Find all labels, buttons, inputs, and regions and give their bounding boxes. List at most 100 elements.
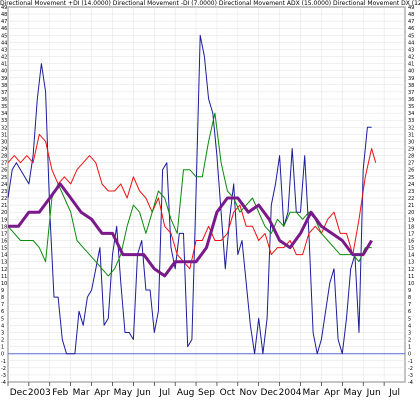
y-tick-label-right: 25 — [408, 175, 414, 181]
y-tick-label-left: 31 — [1, 132, 7, 138]
y-tick-label-right: 32 — [408, 125, 414, 131]
y-tick-label-right: 34 — [408, 111, 414, 117]
y-tick-label-left: 23 — [1, 189, 7, 195]
y-tick-label-right: 5 — [408, 316, 411, 322]
y-tick-label-left: 41 — [1, 62, 7, 68]
x-tick-label: Dec — [10, 388, 27, 398]
y-tick-label-right: 23 — [408, 189, 414, 195]
y-tick-label-left: 25 — [1, 175, 7, 181]
y-tick-label-right: 12 — [408, 267, 414, 273]
y-tick-label-left: 13 — [1, 260, 7, 266]
y-tick-label-right: 21 — [408, 203, 414, 209]
y-tick-label-right: 20 — [408, 210, 414, 216]
x-tick-label: 2003 — [28, 388, 51, 398]
x-tick-label: May — [114, 388, 133, 398]
y-tick-label-left: 38 — [1, 83, 7, 89]
y-tick-label-left: 3 — [1, 330, 4, 336]
y-tick-label-right: 40 — [408, 69, 414, 75]
y-tick-label-left: 26 — [1, 168, 7, 174]
x-axis-labels: Dec 2003 Feb Mar Apr May Jun Jul Aug Sep Oct Nov Dec… — [7, 382, 400, 398]
gridlines — [7, 6, 406, 383]
y-tick-label-left: 29 — [1, 147, 7, 153]
y-tick-label-left: 24 — [1, 182, 7, 188]
y-tick-label-left: -1 — [1, 359, 6, 365]
y-tick-label-left: 45 — [1, 33, 7, 39]
y-tick-label-right: -4 — [408, 380, 413, 386]
y-tick-label-right: 35 — [408, 104, 414, 110]
x-tick-label: Jul — [158, 388, 170, 398]
y-tick-label-right: 27 — [408, 161, 414, 167]
plot-border — [7, 6, 406, 383]
series-layer — [7, 34, 377, 355]
y-tick-label-right: 1 — [408, 345, 411, 351]
y-tick-label-right: 22 — [408, 196, 414, 202]
y-tick-label-right: 39 — [408, 76, 414, 82]
y-tick-label-right: 47 — [408, 19, 414, 25]
y-tick-label-right: 17 — [408, 231, 414, 237]
y-tick-label-left: -2 — [1, 366, 6, 372]
y-tick-label-right: 31 — [408, 132, 414, 138]
y-tick-label-right: 0 — [408, 352, 411, 358]
y-tick-label-left: 7 — [1, 302, 4, 308]
y-tick-label-right: 16 — [408, 238, 414, 244]
y-tick-label-left: 34 — [1, 111, 7, 117]
series-line-1 — [7, 34, 372, 355]
x-tick-label: Mar — [302, 388, 319, 398]
y-tick-label-right: 37 — [408, 90, 414, 96]
y-tick-label-left: 46 — [1, 26, 7, 32]
y-tick-label-right: 19 — [408, 217, 414, 223]
y-tick-label-left: 42 — [1, 55, 7, 61]
y-tick-label-left: 4 — [1, 323, 4, 329]
x-tick-label: Dec — [260, 388, 277, 398]
y-tick-label-left: 47 — [1, 19, 7, 25]
y-tick-label-right: 30 — [408, 139, 414, 145]
y-tick-label-right: 48 — [408, 12, 414, 18]
y-tick-label-right: 14 — [408, 253, 414, 259]
y-tick-label-left: 19 — [1, 217, 7, 223]
y-tick-label-right: 43 — [408, 47, 414, 53]
x-tick-label: Jun — [366, 388, 381, 398]
y-tick-label-right: 24 — [408, 182, 414, 188]
plot-frame — [7, 6, 406, 383]
y-tick-label-right: 44 — [408, 40, 414, 46]
y-tick-label-left: 8 — [1, 295, 4, 301]
y-tick-label-left: 20 — [1, 210, 7, 216]
y-tick-label-left: 32 — [1, 125, 7, 131]
x-tick-label: Sep — [198, 388, 215, 398]
x-tick-label: May — [343, 388, 362, 398]
y-tick-label-right: -1 — [408, 359, 413, 365]
x-tick-label: Jun — [136, 388, 151, 398]
series-line-4 — [8, 182, 373, 278]
y-tick-label-left: 21 — [1, 203, 7, 209]
y-tick-label-left: 35 — [1, 104, 7, 110]
y-tick-label-left: 17 — [1, 231, 7, 237]
y-tick-label-right: 2 — [408, 338, 411, 344]
y-tick-label-right: 46 — [408, 26, 414, 32]
x-tick-label: 2004 — [279, 388, 302, 398]
y-tick-label-left: 2 — [1, 338, 4, 344]
y-tick-label-right: 13 — [408, 260, 414, 266]
chart-title: Directional Movement +DI (14.0000) Direc… — [0, 0, 420, 7]
y-tick-label-right: 8 — [408, 295, 411, 301]
y-tick-label-right: 7 — [408, 302, 411, 308]
y-tick-label-right: 9 — [408, 288, 411, 294]
y-tick-label-right: 49 — [408, 5, 414, 11]
y-tick-label-left: 40 — [1, 69, 7, 75]
y-tick-label-left: 43 — [1, 47, 7, 53]
series-line-2 — [7, 133, 377, 270]
y-tick-label-left: 11 — [1, 274, 7, 280]
y-tick-label-right: 15 — [408, 246, 414, 252]
y-tick-label-right: 28 — [408, 154, 414, 160]
y-tick-label-right: 18 — [408, 224, 414, 230]
x-tick-label: Feb — [52, 388, 68, 398]
y-tick-label-left: -4 — [1, 380, 6, 386]
y-tick-label-left: 5 — [1, 316, 4, 322]
y-tick-label-left: 6 — [1, 309, 4, 315]
y-tick-label-right: 11 — [408, 274, 414, 280]
y-tick-label-left: 18 — [1, 224, 7, 230]
x-tick-label: Apr — [324, 388, 340, 398]
y-tick-label-right: 4 — [408, 323, 411, 329]
y-tick-label-left: -3 — [1, 373, 6, 379]
y-tick-label-left: 9 — [1, 288, 4, 294]
